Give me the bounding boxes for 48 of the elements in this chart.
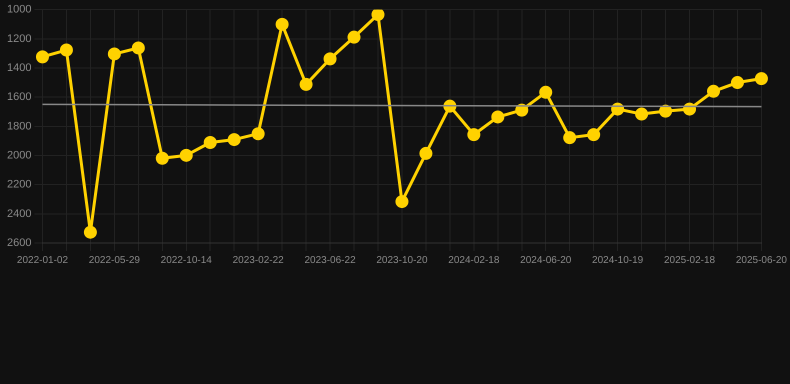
point (348, 30, 361, 44)
point (491, 110, 504, 124)
x-tick-label: 2024-02-18 (448, 254, 500, 266)
point (276, 18, 289, 31)
y-tick-label: 2400 (6, 208, 32, 220)
x-tick-label: 2023-10-20 (376, 254, 428, 266)
x-tick-label: 2024-06-20 (520, 254, 572, 266)
x-tick-label: 2025-02-18 (664, 254, 716, 266)
point (587, 128, 600, 142)
x-tick-label: 2024-10-19 (592, 254, 644, 266)
point (730, 76, 744, 90)
point (108, 47, 121, 60)
point (324, 52, 337, 66)
x-tick-label: 2025-06-20 (736, 254, 788, 266)
point (467, 128, 480, 142)
x-tick-label: 2023-02-22 (232, 254, 284, 266)
x-tick-label: 2022-05-29 (88, 254, 140, 266)
x-tick-label: 2023-06-22 (304, 254, 356, 266)
point (132, 41, 145, 54)
y-tick-label: 2000 (6, 150, 32, 162)
point (706, 84, 720, 98)
point (60, 44, 73, 57)
point (515, 104, 528, 117)
point (252, 127, 265, 140)
point (228, 133, 241, 146)
y-tick-label: 1800 (6, 120, 32, 132)
y-tick-label: 1000 (6, 4, 32, 16)
point (635, 108, 648, 121)
x-tick-label: 2022-10-14 (160, 254, 212, 266)
point (180, 148, 193, 162)
point (395, 195, 408, 208)
point (36, 50, 49, 64)
y-tick-label: 2200 (6, 178, 32, 191)
point (539, 86, 552, 99)
point (300, 78, 313, 91)
point (754, 72, 768, 86)
point (419, 146, 432, 160)
y-tick-label: 1400 (6, 62, 32, 74)
y-tick-label: 2600 (6, 237, 32, 250)
y-tick-label: 1600 (6, 91, 32, 104)
point (204, 136, 217, 149)
point (156, 152, 169, 165)
point (659, 104, 672, 118)
point (84, 226, 97, 239)
x-tick-label: 2022-01-02 (16, 254, 68, 266)
y-tick-label: 1200 (6, 32, 32, 45)
point (563, 131, 576, 144)
point (371, 10, 384, 22)
